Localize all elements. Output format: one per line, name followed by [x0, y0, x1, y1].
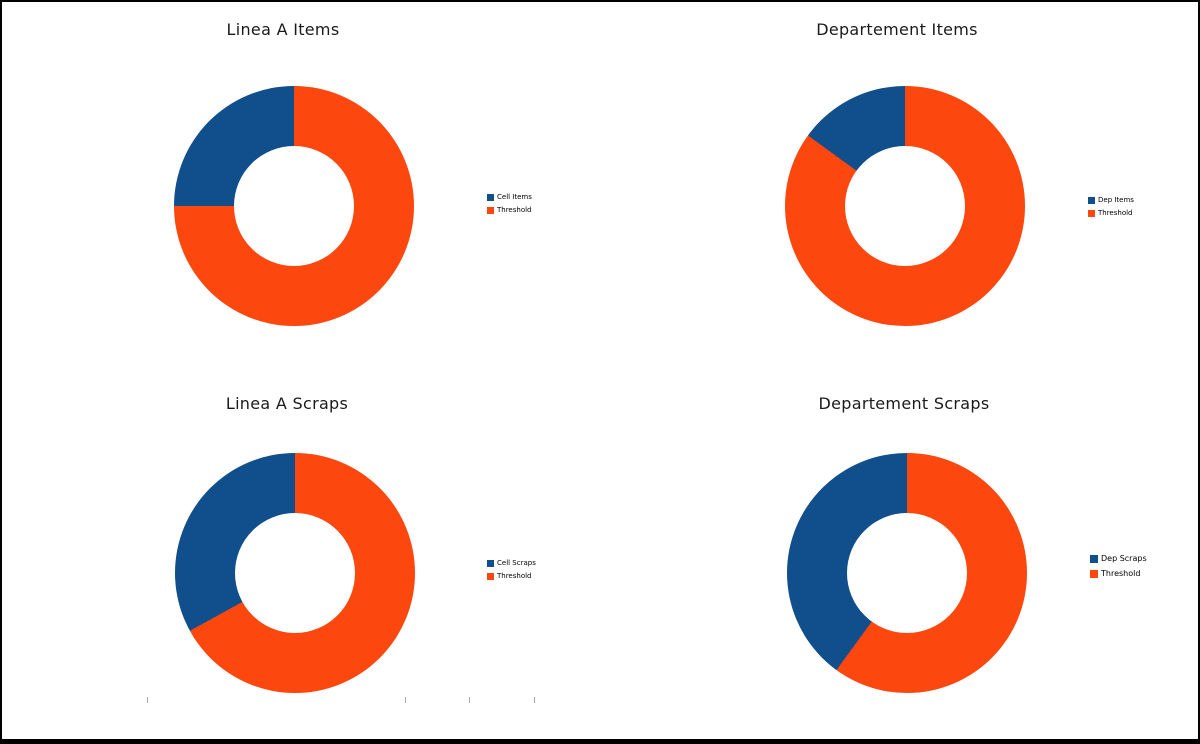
donut-ring	[785, 86, 1025, 326]
legend-item: Threshold	[1088, 209, 1134, 217]
legend-item: Threshold	[1090, 569, 1147, 578]
legend-item: Cell Items	[487, 193, 532, 201]
legend-label: Cell Items	[497, 193, 532, 201]
legend-swatch-orange	[487, 206, 494, 214]
legend-swatch-blue	[1090, 554, 1098, 563]
axis-tick	[147, 697, 148, 703]
donut-hole	[234, 146, 354, 266]
legend: Cell Scraps Threshold	[487, 559, 536, 580]
legend-label: Cell Scraps	[497, 559, 536, 567]
legend-item: Cell Scraps	[487, 559, 536, 567]
legend-label: Threshold	[497, 572, 532, 580]
axis-tick	[534, 697, 535, 703]
legend-item: Dep Scraps	[1090, 554, 1147, 563]
chart-title: Departement Scraps	[818, 394, 990, 413]
legend-label: Dep Items	[1098, 196, 1134, 204]
legend-swatch-blue	[1088, 196, 1095, 204]
legend-swatch-orange	[1088, 209, 1095, 217]
legend-item: Threshold	[487, 206, 532, 214]
legend: Cell Items Threshold	[487, 193, 532, 214]
donut-ring	[174, 86, 414, 326]
legend-label: Threshold	[497, 206, 532, 214]
legend-swatch-blue	[487, 559, 494, 567]
legend-item: Threshold	[487, 572, 536, 580]
chart-title: Linea A Scraps	[225, 394, 349, 413]
chart-departement-scraps: Departement Scraps Dep Scraps Threshold	[600, 375, 1198, 739]
legend-item: Dep Items	[1088, 196, 1134, 204]
chart-title: Linea A Items	[226, 20, 340, 39]
donut-ring	[787, 453, 1027, 693]
donut-hole	[847, 513, 967, 633]
legend-swatch-orange	[1090, 569, 1098, 578]
legend-swatch-orange	[487, 572, 494, 580]
legend: Dep Items Threshold	[1088, 196, 1134, 217]
legend-label: Dep Scraps	[1101, 554, 1147, 563]
chart-linea-a-items: Linea A Items Cell Items Threshold	[2, 2, 600, 370]
donut-hole	[845, 146, 965, 266]
chart-linea-a-scraps: Linea A Scraps Cell Scraps Threshold	[2, 375, 600, 739]
axis-tick	[469, 697, 470, 703]
legend-label: Threshold	[1101, 569, 1141, 578]
legend: Dep Scraps Threshold	[1090, 554, 1147, 578]
donut-hole	[235, 513, 355, 633]
chart-title: Departement Items	[816, 20, 978, 39]
legend-swatch-blue	[487, 193, 494, 201]
legend-label: Threshold	[1098, 209, 1133, 217]
axis-tick	[405, 697, 406, 703]
chart-departement-items: Departement Items Dep Items Threshold	[600, 2, 1198, 370]
donut-ring	[175, 453, 415, 693]
